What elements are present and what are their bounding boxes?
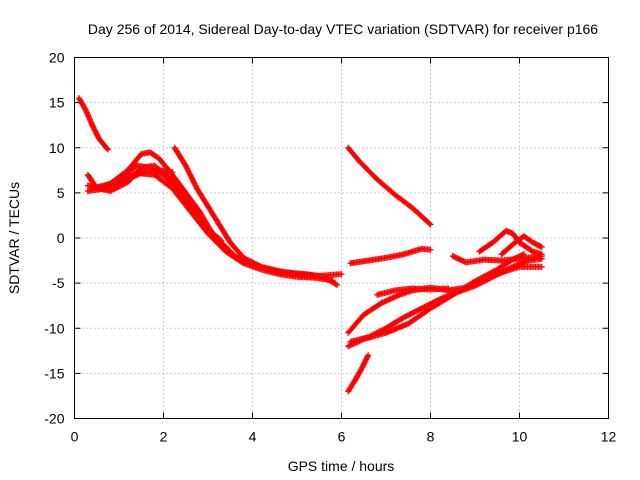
series-arc-14: [449, 253, 545, 266]
series-arc-07: [171, 144, 341, 288]
series-arc-09: [347, 245, 434, 267]
data-point: [445, 285, 452, 292]
axis-ticks: 0 2 4 6 8 10 12 -20 -15 -10 -5 0 5 10 15 20: [44, 50, 616, 445]
y-tick-label: 0: [57, 230, 65, 246]
data-point: [365, 352, 372, 359]
series-arc-06: [98, 170, 336, 284]
series-arc-08: [345, 144, 434, 228]
x-tick-label: 4: [249, 429, 257, 445]
y-tick-label: -15: [44, 365, 64, 381]
y-tick-label: -10: [44, 320, 64, 336]
data-point: [81, 105, 88, 112]
x-tick-label: 2: [160, 429, 168, 445]
data-point: [538, 244, 545, 251]
series-arc-16: [498, 233, 545, 258]
x-tick-label: 12: [601, 429, 617, 445]
series-arc-01: [75, 95, 111, 153]
series-arc-13: [374, 285, 452, 298]
series-arc-15: [476, 227, 545, 258]
y-tick-label: 15: [49, 95, 65, 111]
data-point: [103, 145, 110, 152]
plot-frame: [74, 57, 609, 419]
data-point: [538, 251, 545, 258]
data-point: [426, 220, 433, 227]
y-tick-label: 10: [49, 140, 65, 156]
y-tick-label: 5: [57, 185, 65, 201]
x-tick-label: 10: [512, 429, 528, 445]
x-tick-label: 6: [338, 429, 346, 445]
data-point: [528, 247, 535, 254]
series-arc-17: [345, 352, 372, 395]
x-tick-label: 8: [427, 429, 435, 445]
data-point: [538, 263, 545, 270]
data-point: [332, 281, 339, 288]
y-tick-label: 20: [49, 50, 65, 66]
y-axis-label: SDTVAR / TECUs: [6, 182, 22, 294]
chart-title: Day 256 of 2014, Sidereal Day-to-day VTE…: [88, 21, 598, 37]
data-point: [427, 221, 434, 228]
y-tick-label: -20: [44, 411, 64, 427]
x-tick-label: 0: [71, 429, 79, 445]
y-tick-label: -5: [52, 275, 65, 291]
data-point: [427, 246, 434, 253]
data-point: [334, 281, 341, 288]
data-point: [338, 271, 345, 278]
x-axis-label: GPS time / hours: [288, 458, 395, 474]
data-point: [104, 146, 111, 153]
data-series: [75, 95, 545, 395]
